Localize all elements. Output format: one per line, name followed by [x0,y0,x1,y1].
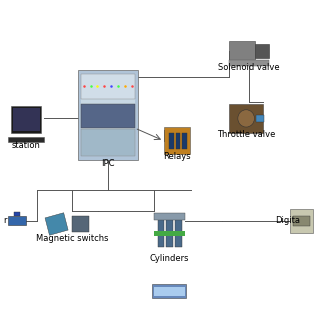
Bar [255,44,269,58]
Bar [154,213,185,220]
Bar [154,287,185,296]
Bar [152,284,186,298]
Bar [81,105,135,128]
Bar [256,115,264,122]
Bar [290,209,313,233]
Text: r: r [3,216,7,225]
Bar [229,41,255,61]
Text: Relays: Relays [163,152,191,161]
Bar [8,137,44,142]
Text: station: station [12,141,41,150]
Bar [176,132,180,149]
Bar [293,216,310,226]
Bar [72,216,89,232]
Bar [11,106,41,133]
Bar [45,213,68,235]
Bar [78,70,138,160]
Text: Cylinders: Cylinders [149,254,189,263]
Bar [229,60,269,66]
Bar [169,132,174,149]
Bar [164,127,190,154]
Circle shape [238,110,254,127]
Text: Magnetic switchs: Magnetic switchs [36,234,108,243]
Bar [14,212,20,216]
Bar [175,218,182,247]
Bar [182,132,187,149]
Text: Throttle valve: Throttle valve [217,130,275,139]
Bar [13,108,40,132]
Bar [154,231,185,236]
Bar [8,216,26,225]
Bar [81,74,135,99]
Text: Digita: Digita [276,216,300,225]
Text: IPC: IPC [101,159,115,168]
Bar [81,129,135,156]
Bar [166,218,173,247]
Bar [81,74,135,156]
Bar [229,104,263,133]
Bar [157,218,164,247]
Text: Solenoid valve: Solenoid valve [219,63,280,72]
